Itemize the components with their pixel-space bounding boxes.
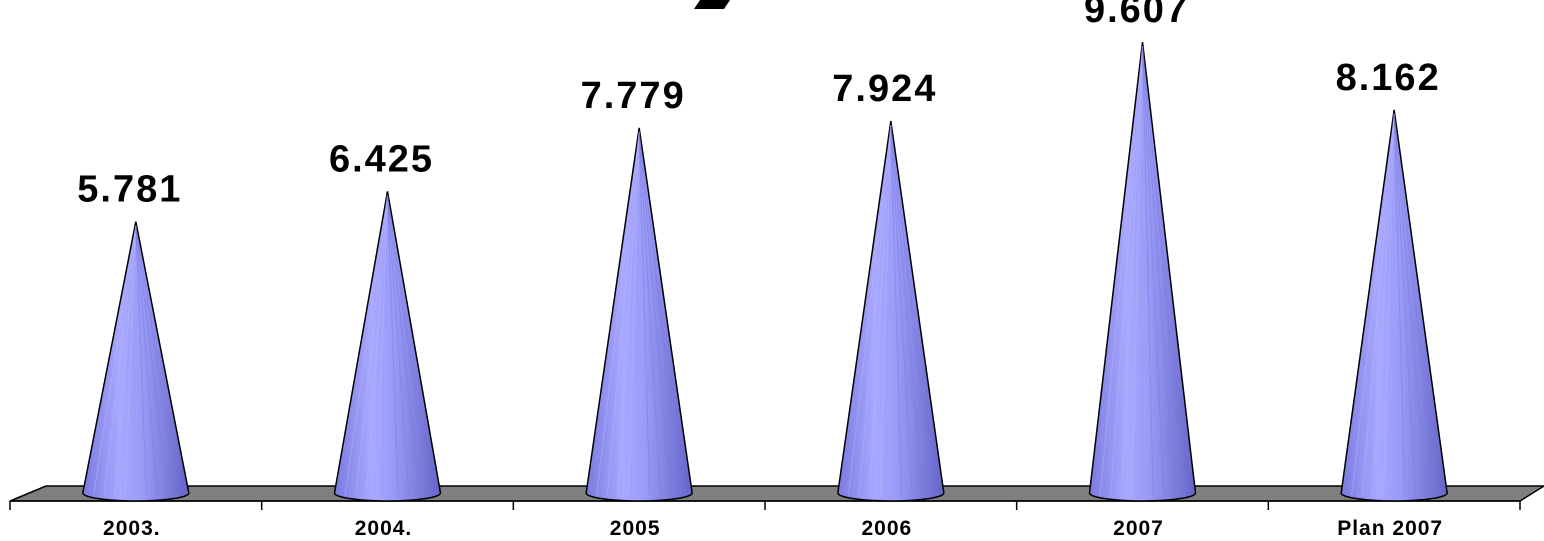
cone-facet [103,225,137,496]
cone-facet [92,225,137,496]
x-tick-label: 2004. [355,517,413,540]
cone-facet [1099,46,1143,496]
cone-bar [837,120,945,502]
cone-facet [1372,113,1395,496]
cone-facet [387,195,410,496]
chart-floor [9,485,1544,502]
cone-body [837,120,945,502]
cone-bar [333,191,442,502]
cone-series [82,41,1448,502]
cone-facet [355,195,388,496]
cone-facet [890,125,913,496]
cone-facet [596,131,640,496]
x-tick-label: Plan 2007 [1337,517,1443,540]
cone-facet [1142,46,1175,496]
cone-facet [344,195,388,496]
data-labels: 5.781 6.425 7.779 7.924 9.607 8.162 [77,0,1441,211]
cone-facet [1142,46,1154,496]
data-label: 6.425 [329,138,434,180]
cone-facet [638,131,661,496]
cone-facet [376,195,388,496]
cone-facet [387,195,431,496]
cone-body [1340,109,1448,502]
data-label: 7.779 [581,75,686,117]
cone-facet [638,131,672,496]
cone-body [585,127,693,502]
cone-facet [135,225,169,496]
cone-facet [858,125,892,496]
cone-facet [869,125,892,496]
cone-facet [879,125,892,496]
cone-facet [890,124,934,496]
cone-facet [1131,46,1143,496]
data-label: 9.607 [1084,0,1189,31]
cone-facet [1393,113,1427,496]
data-label: 5.781 [77,169,182,211]
cone-facet [135,225,179,496]
cone-facet [638,131,683,496]
cone-facet [1393,113,1406,496]
x-tick-label: 2005 [610,517,661,540]
x-tick-labels: 2003. 2004. 2005 2006 2007 Plan 2007 [103,517,1443,540]
cone-facet [1393,113,1416,496]
x-tick-label: 2007 [1113,517,1164,540]
cone-facet [1351,113,1395,496]
cone-facet [135,225,147,496]
cone-facet [606,131,640,496]
x-tick-label: 2006 [861,517,912,540]
cone-body [82,221,190,502]
cone-facet [890,125,902,496]
cone-facet [890,125,924,496]
cone-facet [617,131,640,496]
data-label: 7.924 [832,68,937,110]
cone-facet [1120,46,1143,496]
cone-facet [1383,113,1395,496]
cone-facet [847,124,892,496]
cone-facet [114,225,137,496]
cone-bar [82,221,190,502]
x-tick-label: 2003. [103,517,161,540]
cone-bar [1088,41,1197,502]
heading-fragment [694,0,730,9]
cone-facet [638,131,651,496]
cone-facet [387,195,399,496]
cone-bar [1340,109,1448,502]
x-axis-ticks [9,501,1521,510]
cone-facet [1110,46,1143,496]
cone-facet [628,131,640,496]
cone-body [1088,41,1197,502]
cone-bar [585,127,693,502]
cone-facet [387,195,420,496]
cone-facet [365,195,388,496]
cone-facet [124,225,137,496]
cone-facet [135,225,158,496]
cone-facet [1142,46,1186,496]
cone-facet [1142,46,1165,496]
data-label: 8.162 [1336,57,1441,99]
cone-facet [1393,113,1438,496]
cone-body [333,191,442,502]
cone-facet [1361,113,1395,496]
